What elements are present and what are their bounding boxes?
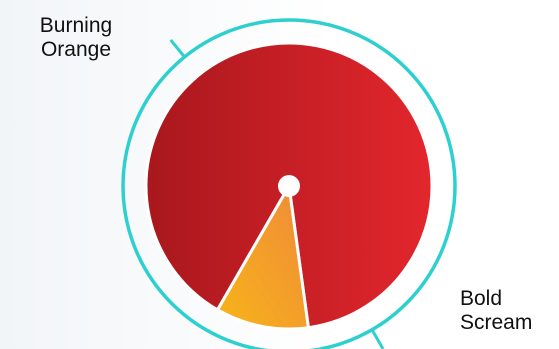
slice-label-bold-scream: Bold Scream [460,287,532,334]
slice-label-burning-orange: Burning Orange [40,14,112,61]
slice-label-line: Orange [41,38,111,61]
leader-line-bold-scream [370,329,385,349]
outer-ring [121,18,457,349]
slice-label-line: Bold [460,287,502,310]
outer-ring-group [121,18,457,349]
slice-labels-group: Bold Scream Burning Orange [40,14,533,334]
slice-label-line: Scream [460,311,532,334]
pie-center-dot [278,175,300,197]
pie-slices-group [144,41,434,331]
leader-lines-group [169,38,385,349]
slice-label-line: Burning [40,14,112,37]
leader-line-burning-orange [169,38,186,58]
pie-slice-burning-orange[interactable] [216,184,310,331]
